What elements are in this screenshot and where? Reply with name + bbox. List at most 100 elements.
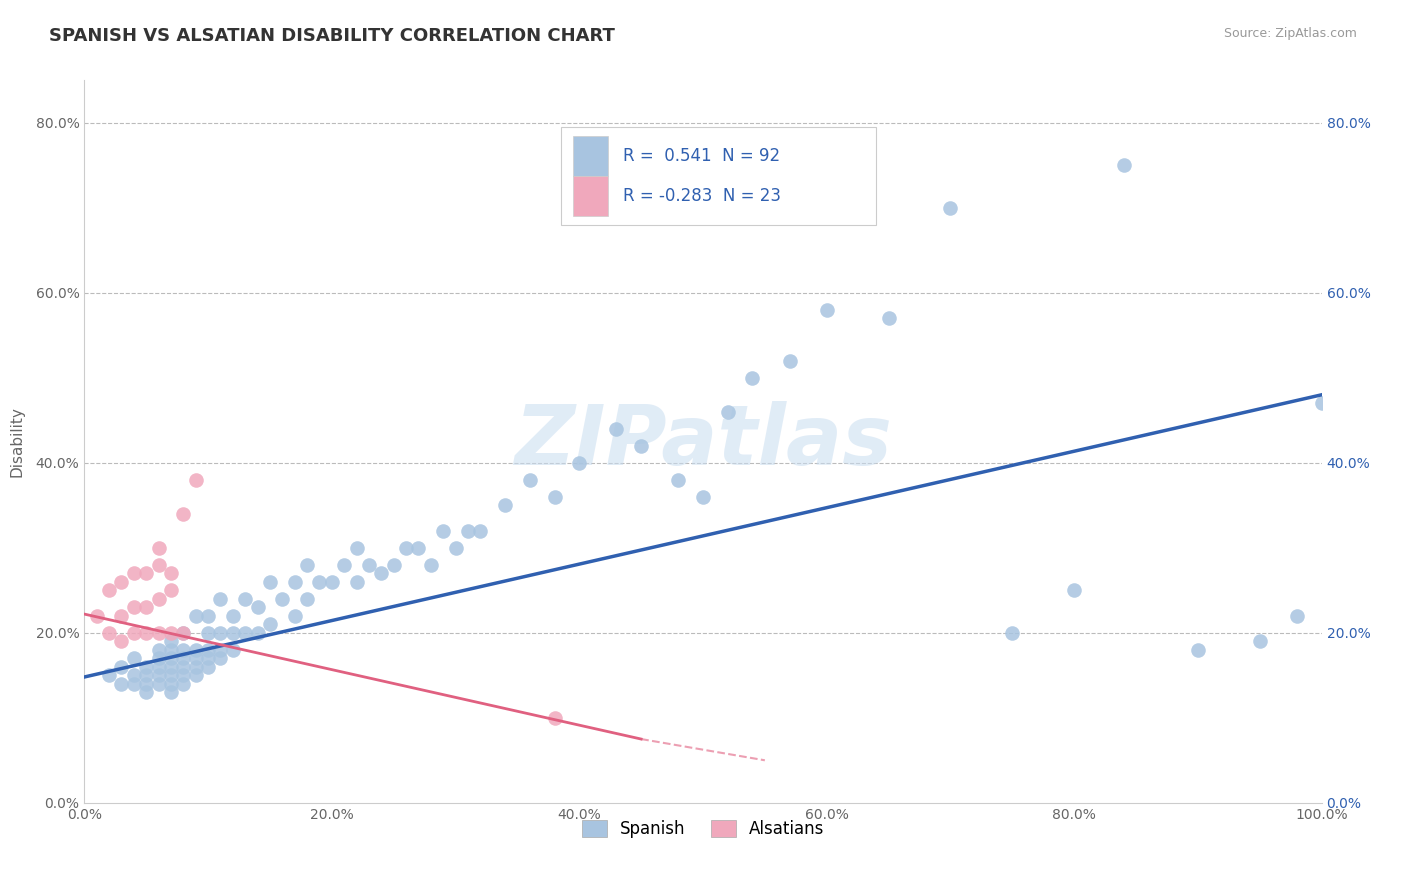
Point [148,677,170,691]
Point [184,642,207,657]
Point [346,574,368,589]
Point [209,591,232,606]
Point [543,711,565,725]
Point [184,473,207,487]
Point [741,371,763,385]
Point [135,668,157,682]
Point [148,651,170,665]
Point [630,439,652,453]
Point [148,660,170,674]
Point [444,541,467,555]
Point [877,311,900,326]
Y-axis label: Disability: Disability [10,406,24,477]
Point [110,677,132,691]
Point [160,583,183,598]
Point [98,625,121,640]
Point [295,558,318,572]
Point [160,677,183,691]
Point [172,677,194,691]
Point [233,591,256,606]
Point [1285,608,1308,623]
Point [233,625,256,640]
Point [395,541,418,555]
Point [172,507,194,521]
Point [110,574,132,589]
Point [197,625,219,640]
Point [122,677,145,691]
Point [184,608,207,623]
Point [148,541,170,555]
Text: SPANISH VS ALSATIAN DISABILITY CORRELATION CHART: SPANISH VS ALSATIAN DISABILITY CORRELATI… [49,27,614,45]
Point [172,668,194,682]
Point [717,405,740,419]
Point [408,541,430,555]
Point [148,591,170,606]
Point [939,201,962,215]
Point [98,668,121,682]
Point [470,524,492,538]
Point [160,634,183,648]
Point [172,660,194,674]
Point [197,608,219,623]
Point [333,558,356,572]
Point [197,642,219,657]
Point [172,642,194,657]
Point [779,353,801,368]
Point [197,660,219,674]
Point [1112,158,1135,172]
Point [1187,642,1209,657]
Point [135,600,157,615]
Point [135,566,157,581]
Point [172,651,194,665]
Point [259,574,281,589]
Point [160,685,183,699]
Point [160,642,183,657]
Point [122,668,145,682]
Point [457,524,479,538]
Point [86,608,108,623]
Point [209,651,232,665]
Point [184,651,207,665]
Point [135,685,157,699]
Point [1063,583,1085,598]
Point [1310,396,1333,410]
Point [197,651,219,665]
Legend: Spanish, Alsatians: Spanish, Alsatians [575,814,831,845]
Point [1001,625,1024,640]
Point [184,660,207,674]
Point [419,558,441,572]
Point [357,558,380,572]
Point [209,625,232,640]
Point [148,668,170,682]
Point [568,456,591,470]
Point [815,302,838,317]
Point [494,498,516,512]
Point [382,558,405,572]
Point [321,574,343,589]
Point [605,422,627,436]
Point [135,660,157,674]
Point [172,625,194,640]
Point [666,473,689,487]
Point [160,651,183,665]
Point [110,634,132,648]
Point [259,617,281,632]
Text: ZIPatlas: ZIPatlas [515,401,891,482]
Text: R =  0.541  N = 92: R = 0.541 N = 92 [623,147,780,165]
Point [135,677,157,691]
Point [222,625,245,640]
FancyBboxPatch shape [561,128,876,225]
Point [543,490,565,504]
Point [222,608,245,623]
Point [148,625,170,640]
FancyBboxPatch shape [574,136,607,176]
Point [160,668,183,682]
Point [346,541,368,555]
Point [432,524,454,538]
Point [148,558,170,572]
Point [209,642,232,657]
Point [184,668,207,682]
Point [246,600,269,615]
FancyBboxPatch shape [574,176,607,216]
Text: Source: ZipAtlas.com: Source: ZipAtlas.com [1223,27,1357,40]
